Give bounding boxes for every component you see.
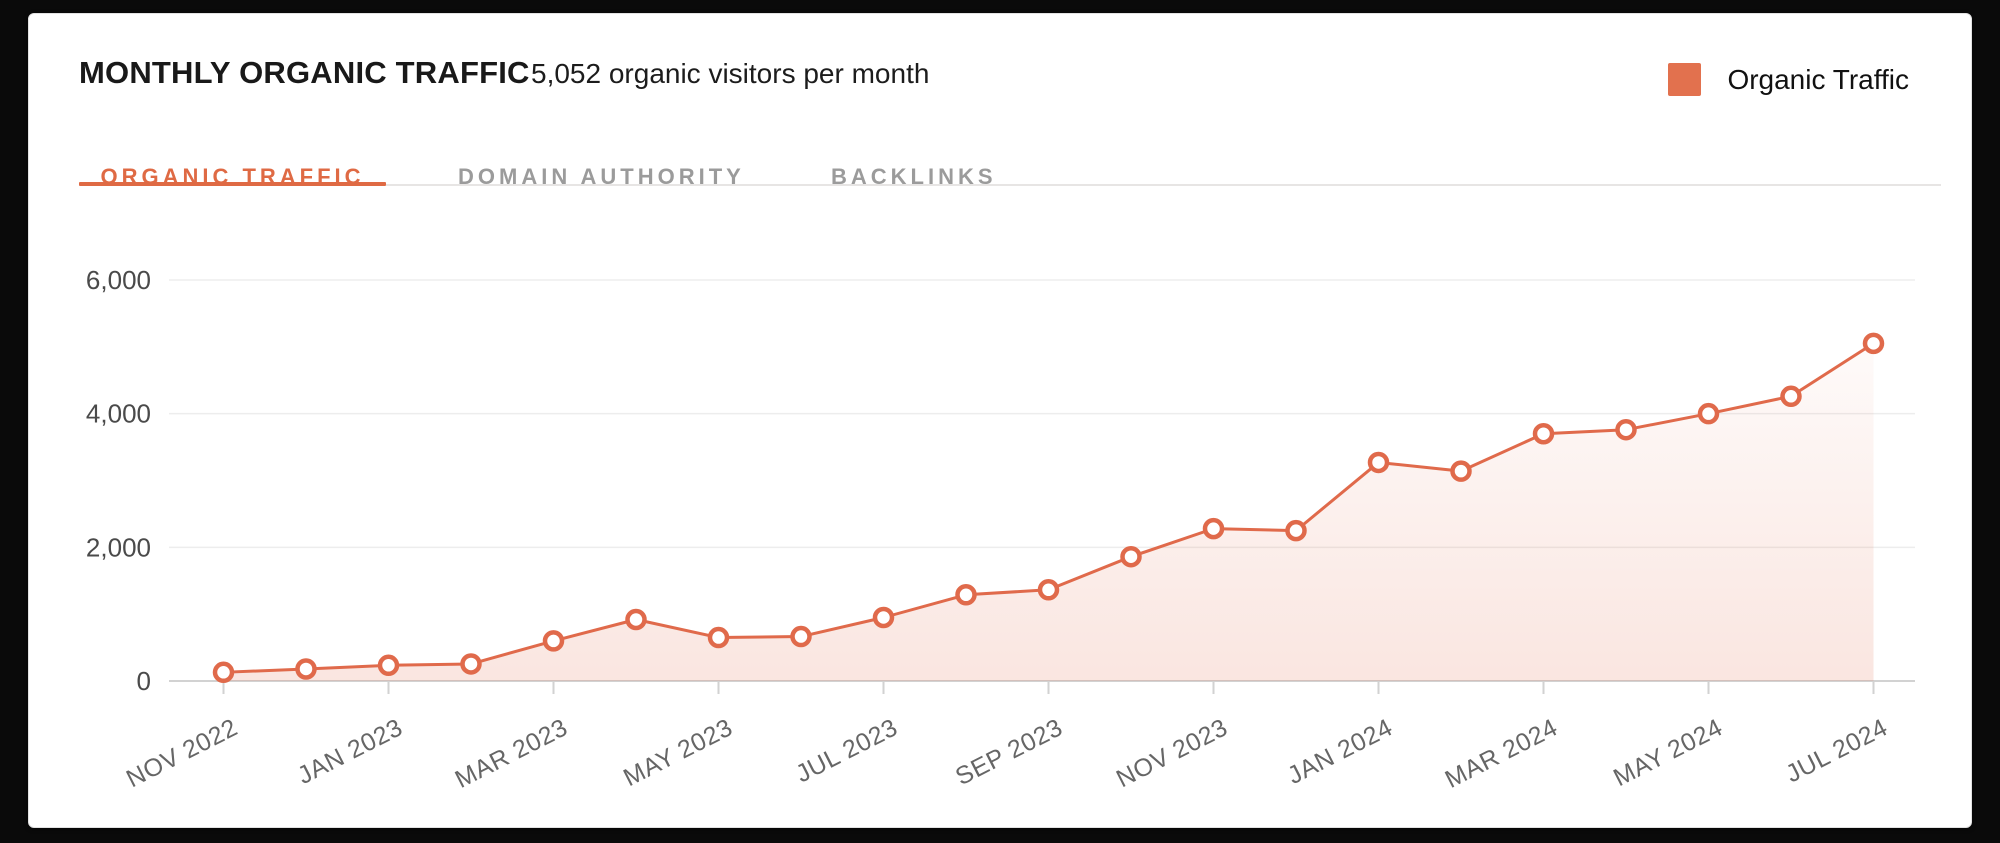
data-point-feb-2023[interactable] (460, 653, 482, 675)
visitors-per-month-subtitle: 5,052 organic visitors per month (531, 58, 930, 89)
page-title: MONTHLY ORGANIC TRAFFIC (79, 55, 530, 90)
x-axis-tick-label: JUL 2024 (1781, 713, 1892, 788)
data-point-nov-2022[interactable] (212, 661, 235, 684)
data-point-jan-2024[interactable] (1367, 451, 1390, 474)
data-point-apr-2024[interactable] (1615, 418, 1637, 441)
x-axis-tick-label: SEP 2023 (951, 713, 1067, 791)
legend-swatch-icon (1668, 63, 1702, 96)
data-point-nov-2023[interactable] (1202, 517, 1225, 540)
organic-traffic-line-chart: 0 2,000 4,000 6,000 NOV 2022 JAN 2023 MAR 2023… (86, 265, 1915, 794)
data-point-sep-2023[interactable] (1037, 579, 1060, 601)
x-axis-tick-label: MAR 2024 (1441, 713, 1563, 793)
data-point-jan-2023[interactable] (377, 654, 400, 677)
tab-organic-traffic[interactable]: ORGANIC TRAFFIC (100, 164, 365, 189)
x-axis-tick-label: NOV 2023 (1112, 713, 1232, 793)
data-point-aug-2023[interactable] (955, 584, 977, 606)
y-axis-tick-label: 6,000 (86, 265, 151, 295)
x-axis-tick-label: JAN 2024 (1283, 713, 1397, 790)
data-point-mar-2023[interactable] (542, 630, 565, 652)
x-axis-tick-label: MAY 2024 (1609, 713, 1727, 792)
legend-item-organic-traffic[interactable]: Organic Traffic (1668, 63, 1909, 96)
x-axis-tick-label: NOV 2022 (122, 713, 242, 793)
tab-domain-authority[interactable]: DOMAIN AUTHORITY (458, 164, 745, 189)
data-point-may-2023[interactable] (707, 626, 730, 649)
data-point-jul-2023[interactable] (872, 606, 895, 629)
area-fill (223, 343, 1874, 681)
data-point-jun-2023[interactable] (790, 625, 812, 648)
active-tab-indicator (79, 182, 386, 186)
series-line-organic-traffic (223, 342, 1875, 674)
y-axis-tick-label: 0 (137, 666, 151, 696)
data-point-feb-2024[interactable] (1450, 460, 1472, 482)
data-point-oct-2023[interactable] (1120, 545, 1142, 568)
data-point-jul-2024[interactable] (1862, 332, 1885, 355)
x-axis-tick-label: JUL 2023 (791, 713, 902, 788)
x-axis-tick-label: MAR 2023 (451, 713, 573, 793)
x-axis-tick-label: MAY 2023 (619, 713, 737, 792)
data-point-may-2024[interactable] (1697, 402, 1720, 425)
tab-backlinks[interactable]: BACKLINKS (831, 164, 997, 189)
data-point-dec-2022[interactable] (295, 658, 317, 680)
legend-label: Organic Traffic (1727, 63, 1909, 95)
data-point-dec-2023[interactable] (1285, 519, 1307, 542)
y-axis-tick-label: 4,000 (86, 399, 151, 429)
y-axis-tick-label: 2,000 (86, 532, 151, 562)
tabs-divider (386, 184, 1941, 186)
traffic-report-card: MONTHLY ORGANIC TRAFFIC 5,052 organic vi… (28, 13, 1972, 828)
x-axis-tick-label: JAN 2023 (293, 713, 407, 790)
data-point-mar-2024[interactable] (1532, 422, 1555, 445)
data-point-apr-2023[interactable] (625, 608, 647, 631)
data-point-jun-2024[interactable] (1780, 385, 1802, 408)
